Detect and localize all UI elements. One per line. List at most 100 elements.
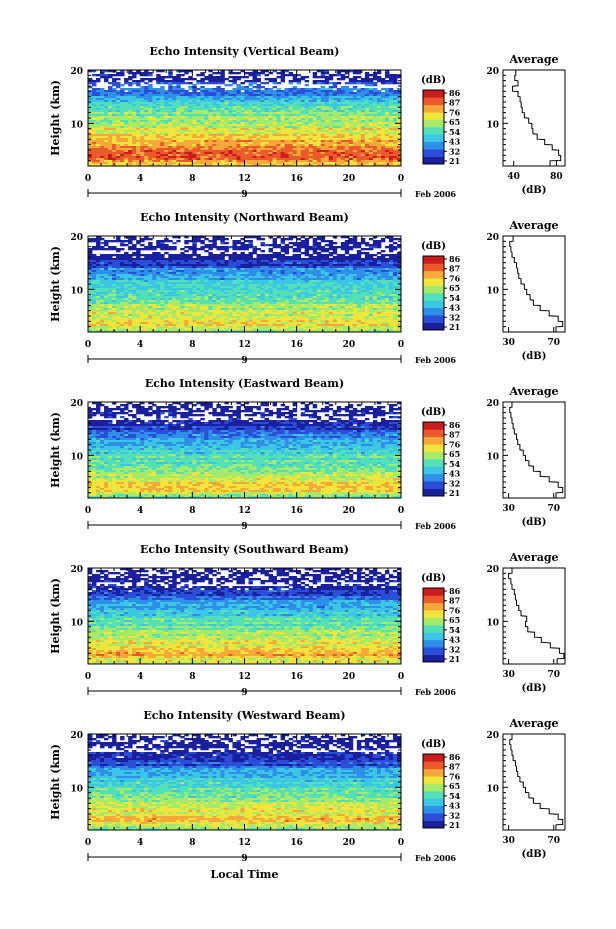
heatmap-cell	[140, 260, 145, 263]
heatmap-cell	[156, 76, 161, 79]
heatmap-cell	[216, 94, 221, 97]
heatmap-cell	[308, 158, 314, 161]
heatmap-cell	[348, 266, 354, 269]
heatmap-cell	[176, 142, 181, 145]
heatmap-cell	[216, 110, 221, 113]
heatmap-cell	[316, 160, 322, 163]
heatmap-cell	[176, 118, 181, 121]
heatmap-cell	[176, 274, 181, 277]
heatmap-cell	[272, 164, 277, 167]
heatmap-cell	[104, 112, 109, 115]
heatmap-cell	[160, 128, 165, 131]
heatmap-cell	[268, 260, 273, 263]
heatmap-cell	[396, 102, 402, 105]
heatmap-cell	[276, 94, 282, 97]
heatmap-cell	[172, 256, 177, 259]
heatmap-cell	[296, 108, 302, 111]
heatmap-cell	[96, 264, 101, 267]
heatmap-cell	[216, 80, 221, 83]
heatmap-cell	[140, 154, 145, 157]
heatmap-cell	[88, 78, 93, 81]
heatmap-cell	[224, 266, 229, 269]
heatmap-cell	[340, 136, 346, 139]
heatmap-cell	[200, 118, 205, 121]
heatmap-cell	[372, 100, 378, 103]
heatmap-cell	[384, 118, 390, 121]
heatmap-cell	[252, 154, 257, 157]
heatmap-cell	[340, 258, 346, 261]
heatmap-cell	[176, 90, 181, 93]
heatmap-cell	[108, 90, 113, 93]
heatmap-cell	[328, 108, 334, 111]
heatmap-cell	[180, 142, 185, 145]
heatmap-cell	[120, 134, 125, 137]
heatmap-cell	[164, 80, 169, 83]
heatmap-cell	[384, 142, 390, 145]
heatmap-cell	[292, 112, 298, 115]
heatmap-cell	[188, 122, 193, 125]
heatmap-cell	[160, 118, 165, 121]
heatmap-cell	[184, 136, 189, 139]
heatmap-cell	[132, 114, 137, 117]
heatmap-cell	[336, 262, 342, 265]
heatmap-cell	[344, 96, 350, 99]
heatmap-cell	[124, 82, 129, 85]
heatmap-cell	[248, 270, 253, 273]
heatmap-cell	[344, 250, 350, 253]
heatmap-cell	[272, 272, 277, 275]
heatmap-cell	[116, 268, 121, 271]
heatmap-cell	[328, 124, 334, 127]
heatmap-cell	[144, 96, 149, 99]
heatmap-cell	[392, 106, 398, 109]
heatmap-cell	[392, 258, 398, 261]
heatmap-cell	[356, 250, 362, 253]
heatmap-cell	[184, 256, 189, 259]
heatmap-cell	[388, 122, 394, 125]
heatmap-cell	[372, 240, 378, 243]
heatmap-cell	[244, 72, 249, 75]
heatmap-cell	[268, 122, 273, 125]
heatmap-cell	[176, 260, 181, 263]
heatmap-cell	[256, 100, 261, 103]
heatmap-cell	[136, 102, 141, 105]
heatmap-cell	[104, 70, 109, 73]
heatmap-cell	[156, 134, 161, 137]
heatmap-cell	[248, 144, 253, 147]
heatmap-cell	[268, 160, 273, 163]
heatmap-cell	[248, 120, 253, 123]
heatmap-cell	[196, 150, 201, 153]
heatmap-cell	[276, 124, 282, 127]
heatmap-cell	[312, 258, 318, 261]
heatmap-cell	[280, 156, 286, 159]
heatmap-cell	[264, 150, 269, 153]
heatmap-cell	[220, 88, 225, 91]
heatmap-cell	[364, 254, 370, 257]
heatmap-cell	[176, 280, 181, 283]
heatmap-cell	[88, 118, 93, 121]
heatmap-cell	[124, 104, 129, 107]
heatmap-cell	[320, 104, 326, 107]
heatmap-cell	[148, 120, 153, 123]
heatmap-cell	[376, 128, 382, 131]
heatmap-cell	[268, 110, 273, 113]
heatmap-cell	[356, 124, 362, 127]
heatmap-cell	[296, 126, 302, 129]
heatmap-cell	[132, 136, 137, 139]
heatmap-cell	[100, 94, 105, 97]
heatmap-cell	[256, 144, 261, 147]
heatmap-cell	[188, 86, 193, 89]
heatmap-cell	[196, 118, 201, 121]
heatmap-cell	[244, 140, 249, 143]
heatmap-cell	[360, 238, 366, 241]
heatmap-cell	[244, 92, 249, 95]
heatmap-cell	[128, 106, 133, 109]
heatmap-cell	[344, 158, 350, 161]
heatmap-cell	[304, 122, 310, 125]
heatmap-cell	[196, 102, 201, 105]
heatmap-cell	[108, 100, 113, 103]
heatmap-cell	[340, 120, 346, 123]
heatmap-cell	[116, 240, 121, 243]
heatmap-cell	[184, 278, 189, 281]
heatmap-cell	[128, 162, 133, 165]
heatmap-cell	[124, 152, 129, 155]
